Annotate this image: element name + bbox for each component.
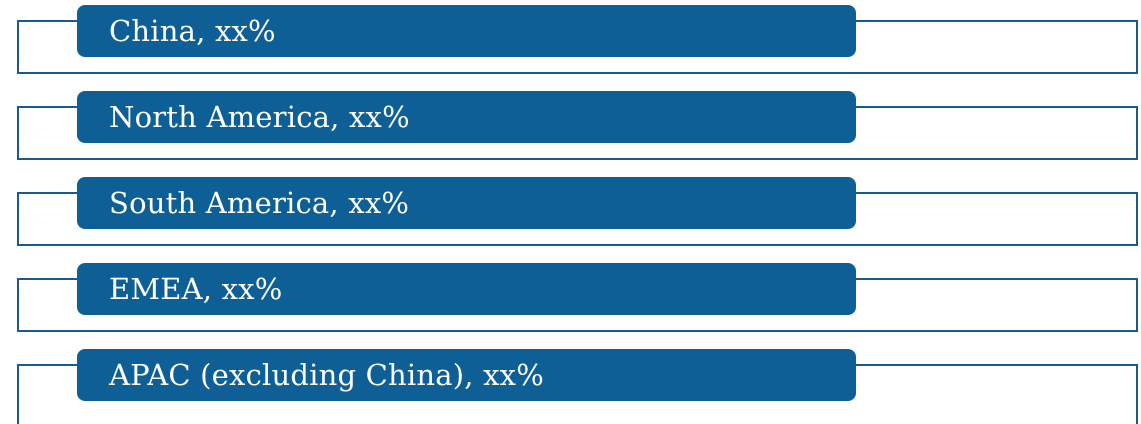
region-label: North America, xx% (109, 99, 410, 134)
region-bar: South America, xx% (77, 177, 856, 229)
region-row-emea: EMEA, xx% (0, 258, 1141, 336)
region-bar: China, xx% (77, 5, 856, 57)
region-bar: EMEA, xx% (77, 263, 856, 315)
region-label: South America, xx% (109, 185, 410, 220)
region-label: EMEA, xx% (109, 271, 283, 306)
region-bar: North America, xx% (77, 91, 856, 143)
region-label: China, xx% (109, 13, 276, 48)
region-row-south-america: South America, xx% (0, 172, 1141, 250)
region-row-apac: APAC (excluding China), xx% (0, 344, 1141, 424)
region-label: APAC (excluding China), xx% (109, 357, 544, 392)
region-row-china: China, xx% (0, 0, 1141, 78)
region-bar: APAC (excluding China), xx% (77, 349, 856, 401)
region-row-north-america: North America, xx% (0, 86, 1141, 164)
